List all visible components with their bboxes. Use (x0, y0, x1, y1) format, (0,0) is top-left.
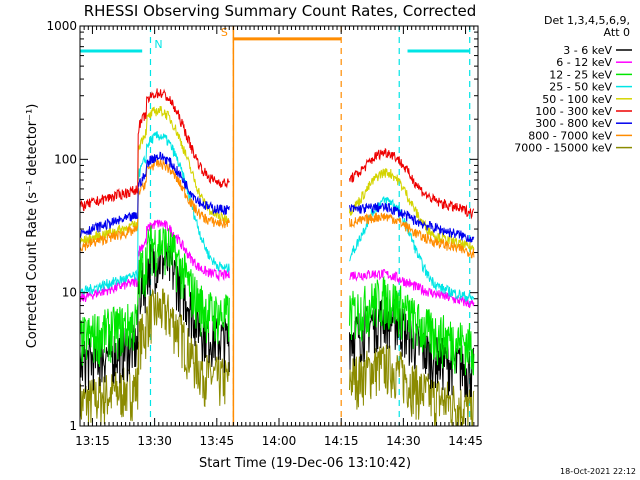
legend-header-line-2: Att 0 (604, 26, 630, 39)
legend-entry-label: 800 - 7000 keV (528, 129, 612, 142)
series-line-3-6keV (79, 242, 230, 393)
x-tick-label: 14:45 (448, 434, 483, 448)
y-tick-label: 1000 (46, 19, 77, 33)
x-tick-label: 14:30 (386, 434, 421, 448)
y-tick-label: 100 (54, 152, 77, 166)
series-line-300-800keV (80, 151, 230, 238)
night-label: N (154, 38, 162, 51)
legend-entry-label: 12 - 25 keV (549, 68, 612, 81)
legend-entry-label: 3 - 6 keV (563, 44, 612, 57)
legend-entry-label: 300 - 800 keV (535, 117, 612, 130)
x-tick-label: 13:15 (75, 434, 110, 448)
legend-entry-label: 100 - 300 keV (535, 105, 612, 118)
series-line-12-25keV (79, 225, 230, 367)
footer-timestamp: 18-Oct-2021 22:12 (560, 467, 636, 476)
chart-title: RHESSI Observing Summary Count Rates, Co… (84, 2, 477, 20)
saa-label: S (221, 26, 228, 39)
series-line-6-12keV (79, 219, 230, 303)
series-line-50-100keV (349, 168, 475, 252)
x-axis-label: Start Time (19-Dec-06 13:10:42) (199, 456, 411, 471)
series-line-100-300keV (79, 88, 230, 211)
series-line-7000-15000keV (79, 288, 230, 427)
y-tick-label: 10 (62, 286, 77, 300)
x-tick-label: 14:15 (324, 434, 359, 448)
legend-entry-label: 7000 - 15000 keV (514, 142, 612, 155)
series-line-12-25keV (349, 275, 475, 376)
y-tick-label: 1 (69, 419, 77, 433)
legend-header-line-1: Det 1,3,4,5,6,9, (544, 14, 630, 27)
data-layer: NS (79, 26, 475, 427)
series-line-50-100keV (79, 105, 230, 245)
y-axis-label: Corrected Count Rate (s⁻¹ detector⁻¹) (25, 104, 40, 349)
legend-entry-label: 25 - 50 keV (549, 81, 612, 94)
legend-entry-label: 6 - 12 keV (556, 56, 612, 69)
x-tick-label: 13:30 (137, 434, 172, 448)
series-line-25-50keV (349, 196, 475, 302)
series-line-7000-15000keV (349, 344, 475, 427)
x-tick-label: 13:45 (200, 434, 235, 448)
series-line-300-800keV (349, 202, 475, 243)
series-line-800-7000keV (349, 212, 475, 259)
series-line-100-300keV (349, 147, 475, 220)
series-line-25-50keV (79, 131, 230, 297)
axes-layer: 1 10 100 1000 13:15 13:30 13:45 14:00 14:15 14:30… (46, 19, 482, 448)
x-tick-label: 14:00 (262, 434, 297, 448)
series-line-6-12keV (349, 269, 475, 309)
legend-entry-label: 50 - 100 keV (542, 93, 612, 106)
